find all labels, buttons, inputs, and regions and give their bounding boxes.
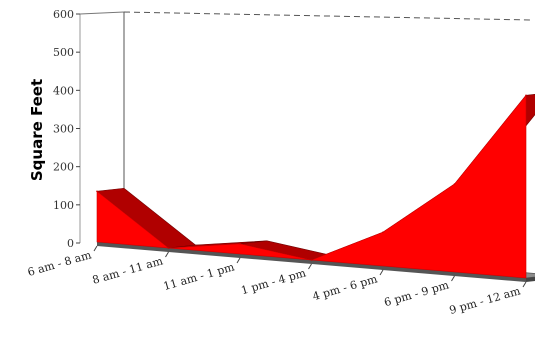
back-top-line bbox=[123, 11, 531, 21]
data-point bbox=[453, 183, 456, 185]
y-axis-title: Square Feet bbox=[28, 79, 46, 181]
data-point bbox=[167, 247, 170, 249]
area-series bbox=[96, 93, 535, 279]
top-edge-line bbox=[79, 11, 125, 15]
y-tick-label: 300 bbox=[53, 123, 74, 136]
x-tick-label: 4 pm - 6 pm bbox=[311, 272, 379, 303]
floor-front bbox=[97, 242, 526, 282]
x-tick-mark bbox=[379, 269, 384, 276]
x-tick-label: 8 am - 11 am bbox=[91, 254, 165, 287]
y-tick-label: 100 bbox=[53, 199, 74, 212]
y-tick-label: 500 bbox=[53, 46, 74, 59]
floor-side bbox=[526, 277, 535, 282]
y-tick-label: 200 bbox=[53, 161, 74, 174]
x-tick-mark bbox=[236, 257, 241, 264]
data-point bbox=[525, 94, 527, 97]
data-point bbox=[382, 231, 384, 233]
x-tick-mark bbox=[451, 275, 455, 282]
area-front-face bbox=[96, 94, 527, 279]
x-tick-label: 9 pm - 12 am bbox=[448, 284, 522, 317]
x-tick-label: 6 pm - 9 pm bbox=[383, 278, 451, 309]
x-tick-label: 1 pm - 4 pm bbox=[240, 266, 308, 297]
data-point bbox=[310, 259, 313, 261]
data-point bbox=[96, 190, 98, 193]
x-tick-mark bbox=[522, 281, 527, 288]
y-tick-label: 600 bbox=[53, 8, 74, 21]
y-tick-label: 0 bbox=[67, 237, 74, 250]
x-tick-mark bbox=[308, 263, 312, 270]
y-axis-ticks: 0 100 200 300 400 500 600 bbox=[53, 8, 80, 250]
x-tick-mark bbox=[93, 245, 98, 252]
x-tick-label: 6 am - 8 am bbox=[26, 248, 93, 279]
y-tick-label: 400 bbox=[53, 84, 74, 97]
x-tick-mark bbox=[165, 251, 169, 258]
x-tick-label: 11 am - 1 pm bbox=[162, 260, 236, 293]
data-point bbox=[239, 243, 241, 245]
